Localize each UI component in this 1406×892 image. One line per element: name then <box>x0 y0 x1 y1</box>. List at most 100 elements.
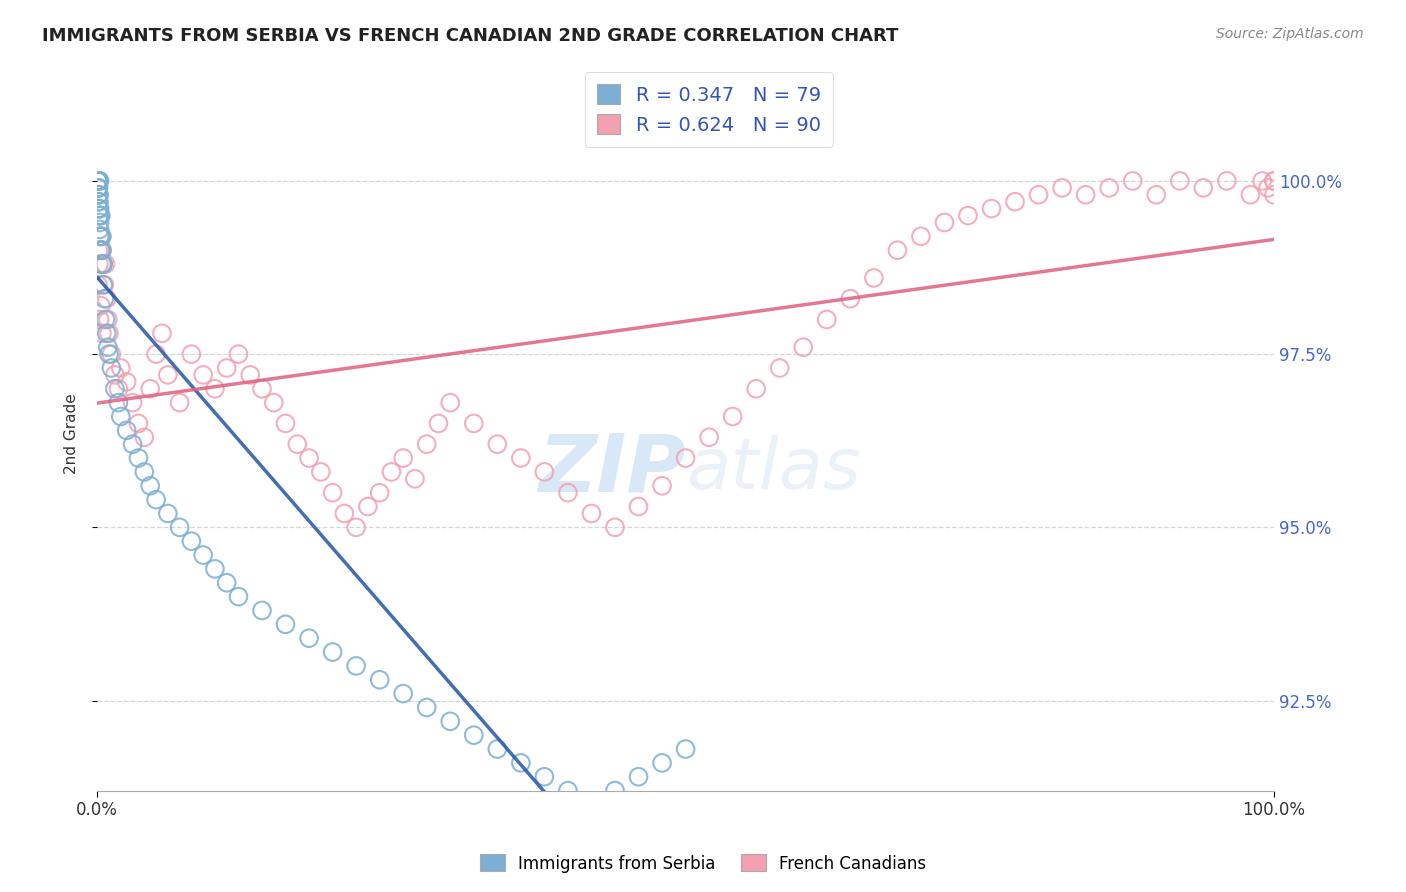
Point <box>298 451 321 466</box>
Point <box>239 368 262 382</box>
Point <box>250 382 273 396</box>
Point <box>204 382 226 396</box>
Text: ZIP: ZIP <box>538 431 686 508</box>
Text: atlas: atlas <box>686 435 860 504</box>
Point <box>204 562 226 576</box>
Point <box>145 347 167 361</box>
Point <box>463 417 485 431</box>
Point <box>169 395 191 409</box>
Point <box>675 742 697 756</box>
Point <box>87 174 110 188</box>
Point <box>285 437 308 451</box>
Point <box>87 174 110 188</box>
Point <box>1144 187 1167 202</box>
Point <box>557 783 579 797</box>
Point <box>322 485 344 500</box>
Point <box>139 382 162 396</box>
Point <box>87 257 110 271</box>
Point <box>603 520 626 534</box>
Point <box>215 361 238 376</box>
Point <box>228 347 250 361</box>
Point <box>274 417 297 431</box>
Point <box>581 507 603 521</box>
Point <box>121 437 143 451</box>
Point <box>107 382 129 396</box>
Point <box>368 673 391 687</box>
Point <box>100 361 122 376</box>
Point <box>97 312 120 326</box>
Point <box>89 222 111 236</box>
Point <box>392 687 415 701</box>
Point <box>93 277 115 292</box>
Point <box>215 575 238 590</box>
Point <box>1050 181 1073 195</box>
Point <box>180 347 202 361</box>
Point <box>274 617 297 632</box>
Point <box>675 451 697 466</box>
Point <box>191 368 214 382</box>
Text: IMMIGRANTS FROM SERBIA VS FRENCH CANADIAN 2ND GRADE CORRELATION CHART: IMMIGRANTS FROM SERBIA VS FRENCH CANADIA… <box>42 27 898 45</box>
Point <box>150 326 173 341</box>
Legend: Immigrants from Serbia, French Canadians: Immigrants from Serbia, French Canadians <box>474 847 932 880</box>
Point <box>87 187 110 202</box>
Point <box>89 174 111 188</box>
Point <box>145 492 167 507</box>
Point <box>486 437 509 451</box>
Point <box>309 465 332 479</box>
Point <box>156 507 179 521</box>
Point <box>1251 174 1274 188</box>
Point <box>1028 187 1050 202</box>
Point <box>416 437 439 451</box>
Point <box>180 534 202 549</box>
Point <box>533 770 555 784</box>
Point <box>91 257 114 271</box>
Point <box>96 326 118 341</box>
Point <box>94 312 117 326</box>
Point <box>344 520 367 534</box>
Point <box>533 465 555 479</box>
Point <box>87 187 110 202</box>
Point <box>87 174 110 188</box>
Point <box>87 174 110 188</box>
Point <box>839 292 862 306</box>
Point <box>427 417 450 431</box>
Y-axis label: 2nd Grade: 2nd Grade <box>65 393 79 475</box>
Point <box>1004 194 1026 209</box>
Point <box>934 215 956 229</box>
Point <box>298 631 321 645</box>
Point <box>250 603 273 617</box>
Point <box>89 312 111 326</box>
Point <box>792 340 814 354</box>
Point <box>357 500 380 514</box>
Point <box>87 187 110 202</box>
Point <box>87 181 110 195</box>
Point <box>127 417 149 431</box>
Point <box>1168 174 1191 188</box>
Point <box>416 700 439 714</box>
Point <box>439 714 461 729</box>
Point <box>627 500 650 514</box>
Point <box>769 361 792 376</box>
Point <box>93 292 115 306</box>
Point <box>89 229 111 244</box>
Point <box>404 472 426 486</box>
Point <box>651 479 673 493</box>
Point <box>90 229 112 244</box>
Point <box>87 209 110 223</box>
Point <box>627 770 650 784</box>
Point <box>169 520 191 534</box>
Point <box>392 451 415 466</box>
Point <box>91 257 114 271</box>
Point <box>87 181 110 195</box>
Point <box>1216 174 1239 188</box>
Point <box>87 174 110 188</box>
Point <box>344 659 367 673</box>
Point <box>1263 174 1285 188</box>
Point <box>886 243 908 257</box>
Point <box>87 174 110 188</box>
Point <box>90 243 112 257</box>
Point <box>980 202 1002 216</box>
Point <box>333 507 356 521</box>
Point <box>651 756 673 770</box>
Point <box>509 756 531 770</box>
